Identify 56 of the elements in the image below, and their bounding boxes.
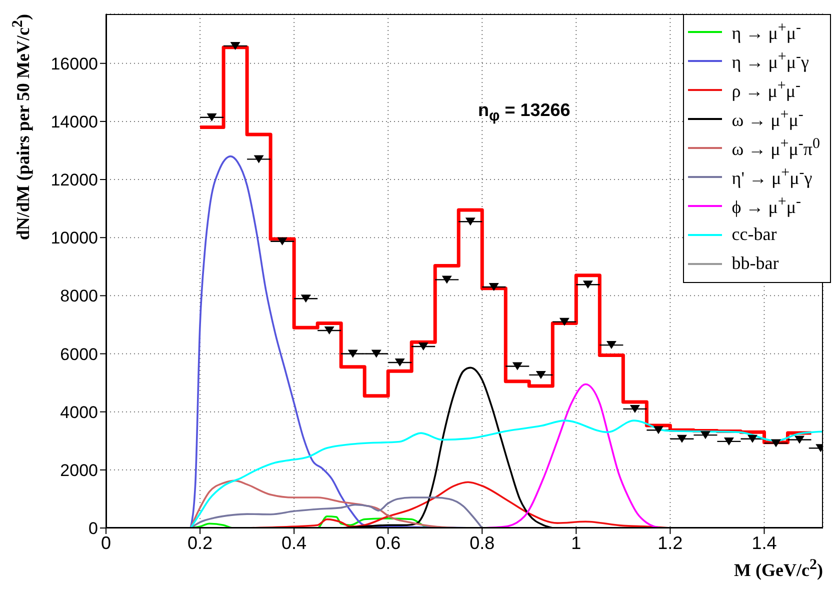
x-tick-label: 0.2	[188, 532, 213, 553]
point	[254, 155, 264, 164]
y-tick-label: 10000	[50, 228, 98, 248]
legend-label: η → μ$^{+}$μ$^{-}$	[732, 20, 801, 44]
point	[300, 294, 311, 303]
x-tick-label: 1	[571, 532, 582, 553]
x-tick-label: 0	[100, 532, 112, 553]
point	[770, 439, 781, 448]
y-tick-label: 2000	[60, 460, 98, 480]
point	[606, 341, 616, 350]
point	[348, 350, 358, 358]
legend-label: η → μ$^{+}$μ$^{-}$γ	[732, 48, 809, 72]
y-tick-label: 8000	[60, 286, 98, 306]
y-tick-label: 12000	[50, 170, 98, 190]
point	[206, 113, 217, 122]
point	[676, 434, 687, 443]
point	[371, 350, 382, 358]
point	[277, 237, 288, 246]
x-tick-label: 1.2	[658, 532, 683, 553]
x-axis-title: M (GeV/c$^{2}$)	[734, 556, 823, 581]
point	[324, 326, 334, 335]
annotation: n$_{φ}$ = 13266	[478, 100, 570, 125]
y-tick-label: 6000	[60, 344, 98, 364]
legend-label: ϕ → μ$^{+}$μ$^{-}$	[732, 194, 802, 218]
point	[794, 436, 804, 444]
point	[394, 358, 405, 366]
legend-label: bb-bar	[732, 253, 779, 274]
legend-label: ρ → μ$^{+}$μ$^{-}$	[732, 78, 801, 102]
point	[230, 42, 240, 50]
point	[536, 370, 546, 379]
legend-label: cc-bar	[732, 224, 777, 245]
x-tick-label: 0.4	[282, 532, 307, 553]
x-tick-label: 0.8	[470, 532, 495, 553]
point	[582, 280, 593, 289]
y-tick-label: 14000	[50, 112, 98, 132]
line-series	[190, 420, 823, 528]
point	[630, 404, 640, 413]
point	[442, 276, 452, 284]
legend-label: ω → μ$^{+}$μ$^{-}$	[732, 106, 804, 130]
y-tick-label: 16000	[50, 54, 98, 74]
x-tick-label: 0.6	[376, 532, 401, 553]
legend-label: ω → μ$^{+}$μ$^{-}$π$^{0}$	[732, 136, 820, 160]
point	[512, 362, 522, 370]
point	[747, 434, 758, 443]
point	[418, 342, 428, 351]
point	[700, 431, 710, 440]
point	[488, 282, 499, 291]
line-series	[190, 496, 484, 528]
y-tick-label: 4000	[60, 402, 98, 422]
legend-label: η' → μ$^{+}$μ$^{-}$γ	[732, 164, 812, 188]
point	[465, 218, 476, 226]
point	[653, 426, 664, 434]
point	[559, 318, 570, 326]
y-tick-label: 0	[88, 519, 98, 538]
x-tick-label: 1.4	[752, 532, 777, 553]
point	[724, 437, 734, 446]
